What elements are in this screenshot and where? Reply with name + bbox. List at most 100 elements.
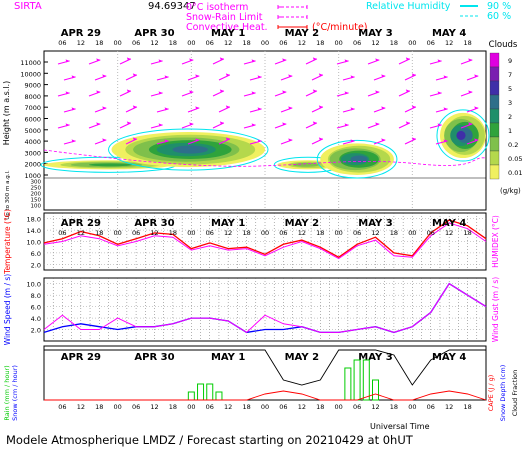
- cloud-blob: [350, 155, 368, 163]
- hour-tick-label: 00: [335, 229, 343, 237]
- wind-arrow-head: [312, 57, 317, 61]
- height-tick-label: 10000: [20, 70, 41, 78]
- humidity-contour: [108, 128, 269, 171]
- precip-panel-frame: [43, 345, 487, 401]
- hour-tick-label: 06: [279, 229, 287, 237]
- wind-arrow-head: [102, 138, 107, 142]
- height-tick-label: 11000: [20, 59, 41, 67]
- height-tick-label: 6000: [24, 116, 41, 124]
- wind-arrow-head: [437, 59, 442, 63]
- hour-tick-label: 12: [371, 403, 379, 411]
- wind-arrow-head: [474, 74, 479, 78]
- legend-right-value: 90 %: [487, 1, 511, 12]
- hour-tick-label: 06: [58, 39, 66, 47]
- cape-line: [44, 390, 487, 401]
- wind-arrow-head: [318, 105, 323, 109]
- legend-left-swatch: [277, 5, 308, 9]
- agl-tick-label: 300: [31, 180, 42, 186]
- y-tick-label: 10.0: [27, 281, 41, 289]
- hour-tick-label: 18: [463, 229, 471, 237]
- hour-tick-label: 06: [353, 229, 361, 237]
- hour-tick-label: 00: [408, 403, 416, 411]
- wind-arrow-head: [350, 139, 355, 143]
- temperature-panel-ylabel: Temperature (°C): [3, 209, 12, 275]
- legend-right-label: Relative Humidity: [366, 1, 451, 12]
- series-line-humidex: [43, 222, 487, 260]
- hour-tick-label: 12: [77, 39, 85, 47]
- wind-arrow-head: [225, 73, 230, 77]
- y-tick-label: 14.0: [27, 227, 41, 235]
- hour-tick-label: 00: [261, 39, 269, 47]
- cloud-panel: APR 29 APR 30 MAY 1 MAY 2 MAY 3 MAY 406 12 18 00…: [2, 28, 522, 220]
- wind-arrow-head: [126, 57, 131, 61]
- wind-arrow-head: [375, 58, 380, 62]
- wind-arrow-head: [96, 58, 101, 62]
- hour-tick-label: 00: [187, 229, 195, 237]
- rain-bar: [362, 359, 370, 401]
- hour-tick-label: 06: [58, 229, 66, 237]
- hour-tick-label: 12: [445, 229, 453, 237]
- hour-tick-label: 06: [132, 229, 140, 237]
- colorbar-level: 7: [508, 71, 512, 79]
- hour-tick-label: 00: [261, 403, 269, 411]
- hour-tick-label: 06: [427, 39, 435, 47]
- cloud-fraction-line: [44, 349, 486, 386]
- hour-tick-label: 12: [77, 403, 85, 411]
- snowdepth-ylabel: Snow Depth (cm): [499, 365, 507, 421]
- hour-tick-label: 18: [316, 403, 324, 411]
- day-label: MAY 4: [432, 28, 466, 39]
- wind-arrow-head: [350, 75, 355, 79]
- colorbar-level: 2: [508, 113, 512, 121]
- wind-arrow-head: [411, 137, 416, 141]
- wind-panel-frame: [43, 277, 487, 342]
- y-tick-label: 8.0: [31, 292, 41, 300]
- wind-arrow-head: [312, 121, 317, 125]
- legend-left-label: 0°C isotherm: [186, 2, 248, 13]
- hour-tick-label: 18: [463, 403, 471, 411]
- agl-tick-label: 250: [31, 186, 42, 192]
- day-label: MAY 4: [432, 218, 466, 229]
- wind-arrow-head: [195, 106, 200, 110]
- colorbar-swatch: [489, 94, 500, 110]
- y-tick-label: 18.0: [27, 216, 41, 224]
- wind-arrow-head: [158, 123, 163, 127]
- snow-ylabel: Snow (cm / hour): [11, 365, 19, 421]
- hour-tick-label: 06: [353, 403, 361, 411]
- wind-arrow-head: [158, 59, 163, 63]
- y-tick-label: 6.0: [31, 304, 41, 312]
- wind-arrow-head: [381, 138, 386, 142]
- wind-arrow-head: [164, 139, 169, 143]
- hour-tick-label: 12: [445, 39, 453, 47]
- day-label: APR 30: [134, 28, 174, 39]
- wind-arrow-head: [132, 73, 137, 77]
- wind-arrow-head: [474, 106, 479, 110]
- hour-tick-label: 18: [242, 403, 250, 411]
- hour-tick-label: 18: [169, 403, 177, 411]
- wind-arrow-head: [219, 57, 224, 61]
- y-tick-label: 2.0: [31, 261, 41, 269]
- hour-tick-label: 12: [150, 403, 158, 411]
- wind-arrow-head: [102, 74, 107, 78]
- cape-ylabel: CAPE (J / g): [487, 375, 495, 412]
- wind-arrow-head: [96, 90, 101, 94]
- day-label: MAY 4: [432, 352, 466, 363]
- colorbar-level: 5: [508, 85, 512, 93]
- day-label: MAY 2: [285, 352, 319, 363]
- wind-arrow-head: [65, 123, 70, 127]
- wind-arrow-head: [251, 91, 256, 95]
- wind-arrow-head: [257, 75, 262, 79]
- legend-right-value: 60 %: [487, 11, 511, 22]
- wind-arrow-head: [405, 121, 410, 125]
- colorbar-level: 3: [508, 99, 512, 107]
- wind-arrow-head: [443, 107, 448, 111]
- wind-arrow-head: [474, 138, 479, 142]
- wind-arrow-head: [381, 74, 386, 78]
- wind-arrow-head: [468, 122, 473, 126]
- colorbar-level: 0.01: [508, 169, 522, 177]
- wind-arrow-head: [411, 105, 416, 109]
- wind-arrow-head: [65, 59, 70, 63]
- hour-tick-label: 00: [408, 229, 416, 237]
- wind-arrow-head: [132, 105, 137, 109]
- wind-arrow-head: [312, 89, 317, 93]
- hour-tick-label: 00: [408, 39, 416, 47]
